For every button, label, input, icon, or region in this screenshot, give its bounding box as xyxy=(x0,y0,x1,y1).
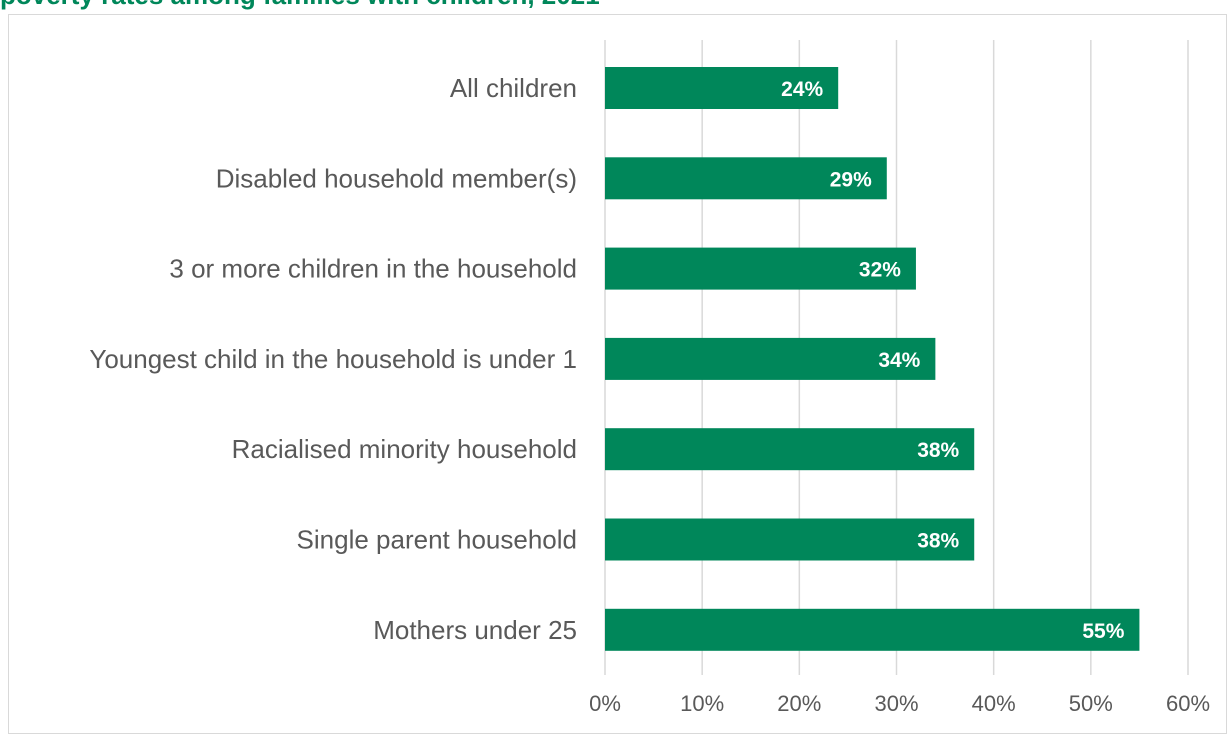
data-label: 38% xyxy=(917,439,959,462)
data-label: 24% xyxy=(781,78,823,101)
category-label: 3 or more children in the household xyxy=(169,254,577,284)
data-label: 32% xyxy=(859,259,901,282)
bar xyxy=(605,337,936,380)
bar xyxy=(605,428,975,471)
data-label: 34% xyxy=(878,349,920,372)
category-label: Youngest child in the household is under… xyxy=(89,344,577,374)
bar xyxy=(605,67,839,109)
category-label: Racialised minority household xyxy=(232,434,577,464)
x-tick-label: 50% xyxy=(1069,691,1113,716)
x-tick-label: 30% xyxy=(874,691,918,716)
data-label: 55% xyxy=(1082,620,1124,643)
x-tick-label: 0% xyxy=(589,691,621,716)
category-label: Mothers under 25 xyxy=(373,615,577,645)
bar xyxy=(605,518,975,561)
x-tick-label: 10% xyxy=(680,691,724,716)
x-tick-label: 60% xyxy=(1166,691,1210,716)
chart-title-fragment: poverty rates among families with childr… xyxy=(0,0,600,12)
x-tick-label: 20% xyxy=(777,691,821,716)
category-label: Disabled household member(s) xyxy=(216,163,577,193)
category-label: All children xyxy=(450,73,577,103)
category-label: Single parent household xyxy=(297,525,577,555)
data-label: 29% xyxy=(830,168,872,191)
x-tick-label: 40% xyxy=(972,691,1016,716)
bar xyxy=(605,157,887,200)
data-label: 38% xyxy=(917,530,959,553)
bar xyxy=(605,608,1140,651)
bar xyxy=(605,247,916,290)
chart-title-text: poverty rates among families with childr… xyxy=(0,0,600,11)
